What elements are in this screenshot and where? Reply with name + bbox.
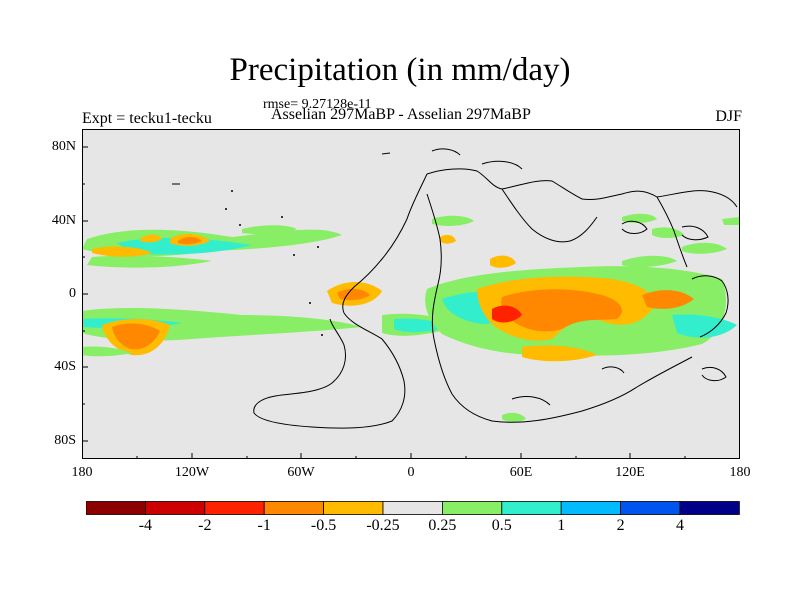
colorbar-label: 4	[676, 517, 684, 534]
colorbar-label: -2	[198, 517, 212, 534]
colorbar-box	[382, 501, 443, 515]
pacific-south-anomaly	[82, 308, 362, 357]
experiment-label: Expt = tecku1-tecku	[82, 110, 212, 127]
colorbar-box	[204, 501, 265, 515]
season-label: DJF	[715, 108, 742, 125]
scattered-islands	[225, 190, 323, 336]
colorbar-label: 2	[616, 517, 625, 534]
precip-map	[82, 129, 740, 459]
colorbar-label: -0.25	[366, 517, 400, 534]
colorbar-box	[560, 501, 622, 515]
colorbar-box	[263, 501, 324, 515]
colorbar-box	[679, 501, 740, 515]
colorbar-box	[441, 501, 503, 515]
lat-label-40s: 40S	[54, 359, 76, 374]
colorbar-box	[620, 501, 681, 515]
indian-ocean-anomaly	[425, 213, 740, 422]
lon-label-120w: 120W	[174, 465, 210, 480]
lat-label-0: 0	[69, 286, 76, 301]
colorbar-box	[323, 501, 384, 515]
colorbar-label: -0.5	[310, 517, 337, 534]
rmse-label: rmse= 9.27128e-11	[263, 97, 372, 112]
colorbar-label: 0.25	[428, 517, 457, 534]
lon-label-120e: 120E	[615, 465, 645, 480]
comparison-label: Asselian 297MaBP - Asselian 297MaBP	[271, 106, 531, 123]
coastlines	[172, 148, 738, 429]
colorbar-label: -1	[257, 517, 271, 534]
plot-title: Precipitation (in mm/day)	[229, 52, 571, 88]
colorbar-label: 0.5	[491, 517, 512, 534]
lat-label-80s: 80S	[54, 433, 76, 448]
lat-label-40n: 40N	[51, 213, 76, 228]
lon-label-60w: 60W	[287, 465, 315, 480]
colorbar	[86, 501, 740, 515]
axis-ticks	[82, 146, 686, 459]
lon-label-180w: 180	[71, 465, 93, 480]
lon-label-0: 0	[407, 465, 415, 480]
lon-label-180e: 180	[729, 465, 751, 480]
pacific-north-anomaly	[82, 229, 342, 268]
colorbar-box	[501, 501, 562, 515]
lat-label-80n: 80N	[51, 139, 76, 154]
colorbar-box	[86, 501, 146, 515]
colorbar-box	[145, 501, 206, 515]
lon-label-60e: 60E	[509, 465, 533, 480]
colorbar-label: -4	[138, 517, 153, 534]
colorbar-label: 1	[557, 517, 566, 534]
